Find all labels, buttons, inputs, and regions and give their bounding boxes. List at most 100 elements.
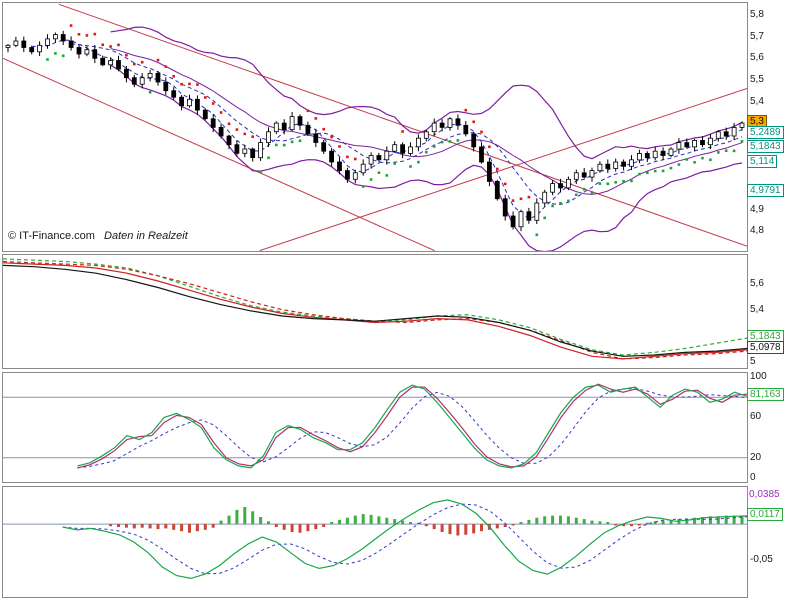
macd-hist-pos [251, 511, 255, 525]
macd-hist-pos [645, 522, 649, 525]
sar-dot-up [385, 174, 389, 177]
sar-dot-down [85, 34, 89, 37]
candle-body [368, 155, 374, 165]
sar-dot-up [298, 139, 302, 143]
macd-hist-neg [495, 524, 499, 529]
sar-dot-down [125, 53, 128, 57]
macd-hist-pos [740, 515, 744, 525]
value-label-51843: 5,1843 [747, 140, 784, 154]
sar-dot-up [614, 181, 617, 184]
macd-panel[interactable] [2, 486, 748, 598]
price-panel[interactable] [2, 2, 748, 252]
stoch-purple [77, 383, 747, 469]
macd-hist-pos [669, 519, 673, 525]
candle-body [352, 172, 358, 180]
candle-body [337, 161, 342, 172]
weekly-panel[interactable] [2, 254, 748, 369]
candle-body [597, 163, 603, 172]
candle-body [700, 139, 705, 146]
candle-body [21, 40, 27, 48]
bollinger-middle [110, 48, 743, 195]
macd-hist-neg [203, 524, 207, 530]
sar-dot-up [425, 150, 428, 154]
candle-body [313, 133, 319, 143]
sar-dot-up [693, 161, 696, 164]
macd-hist-neg [637, 524, 641, 526]
sar-dot-down [346, 155, 349, 159]
sar-dot-down [133, 62, 136, 66]
sar-dot-down [172, 75, 175, 78]
sar-dot-up [590, 191, 594, 194]
macd-hist-neg [140, 524, 144, 528]
candle-body [108, 60, 113, 66]
price-plot [3, 3, 747, 251]
sar-dot-down [77, 33, 81, 36]
sar-dot-up [606, 182, 610, 186]
macd-hist-pos [235, 509, 239, 525]
sar-dot-up [701, 156, 704, 160]
value-label-51843: 5,1843 [747, 329, 784, 343]
sar-dot-down [480, 130, 483, 134]
candle-body [147, 73, 153, 79]
sar-dot-down [164, 65, 168, 68]
y-tick-label: -0,05 [750, 553, 773, 565]
sar-dot-up [717, 151, 720, 154]
sar-dot-down [227, 122, 231, 126]
macd-hist-pos [724, 515, 728, 525]
realtime-note: Daten in Realzeit [104, 230, 188, 242]
stochastic-panel[interactable] [2, 372, 748, 483]
sar-dot-up [61, 54, 65, 58]
sar-dot-down [496, 167, 499, 171]
candle-body [431, 122, 437, 133]
sar-dot-up [653, 169, 657, 173]
y-tick-label: 5,6 [750, 52, 764, 64]
candle-body [510, 215, 516, 228]
macd-hist-neg [164, 524, 168, 529]
macd-hist-pos [361, 514, 365, 525]
sar-dot-down [251, 135, 254, 138]
sar-dot-up [54, 52, 57, 55]
macd-hist-neg [511, 524, 515, 526]
candle-body [439, 122, 445, 128]
macd-hist-neg [464, 524, 468, 535]
sar-dot-down [109, 45, 112, 48]
sar-dot-down [314, 117, 318, 120]
macd-hist-neg [630, 524, 633, 527]
candle-body [542, 191, 548, 204]
sar-dot-up [432, 145, 436, 148]
macd-hist-pos [535, 517, 539, 525]
value-label-53: 5,3 [747, 115, 767, 129]
value-label-49791: 4,9791 [747, 184, 784, 198]
sar-dot-down [464, 108, 468, 112]
candle-body [558, 183, 563, 189]
sar-dot-up [377, 171, 381, 174]
candle-body [155, 73, 161, 83]
macd-hist-neg [424, 524, 428, 527]
stoch-green [77, 384, 747, 469]
candle-body [242, 148, 248, 154]
macd-hist-pos [409, 522, 412, 525]
sar-dot-up [417, 160, 420, 164]
sar-dot-up [543, 216, 546, 220]
sar-dot-up [369, 178, 373, 181]
y-tick-label: 5,4 [750, 95, 764, 107]
trend-line-2[interactable] [3, 57, 435, 251]
candle-body [550, 183, 555, 193]
macd-hist-pos [574, 517, 578, 525]
candle-body [344, 170, 350, 180]
trend-line-3[interactable] [259, 88, 747, 251]
candle-body [518, 211, 524, 228]
candle-body [68, 40, 74, 48]
candle-body [486, 161, 492, 182]
macd-hist-pos [551, 515, 555, 525]
sar-dot-up [282, 143, 286, 147]
sar-dot-down [204, 96, 207, 99]
macd-hist-pos [353, 515, 357, 525]
sar-dot-down [140, 60, 144, 64]
macd-hist-pos [519, 522, 523, 525]
candle-body [218, 127, 224, 137]
macd-hist-pos [338, 519, 341, 525]
y-tick-label: 60 [750, 411, 762, 423]
candle-body [258, 142, 264, 159]
macd-hist-neg [503, 524, 507, 527]
